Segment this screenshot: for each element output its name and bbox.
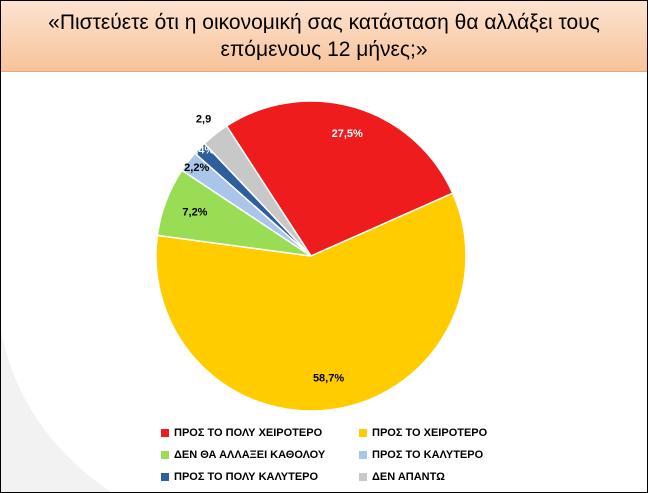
legend-swatch	[161, 473, 169, 481]
legend-swatch	[161, 451, 169, 459]
data-label: 7,2%	[182, 206, 207, 218]
data-label: 27,5%	[332, 128, 363, 140]
data-label: 58,7%	[313, 373, 344, 385]
pie-slice	[155, 192, 467, 412]
legend-label: ΠΡΟΣ ΤΟ ΧΕΙΡΟΤΕΡΟ	[372, 427, 488, 439]
legend-label: ΠΡΟΣ ΤΟ ΠΟΛΥ ΧΕΙΡΟΤΕΡΟ	[174, 427, 323, 439]
data-label: 2,2%	[184, 162, 209, 174]
legend-label: ΔΕΝ ΘΑ ΑΛΛΑΞΕΙ ΚΑΘΟΛΟΥ	[174, 449, 326, 461]
background-curve	[1, 331, 111, 492]
legend-swatch	[359, 473, 367, 481]
legend-swatch	[359, 451, 367, 459]
legend-label: ΠΡΟΣ ΤΟ ΚΑΛΥΤΕΡΟ	[372, 449, 484, 461]
legend-swatch	[359, 429, 367, 437]
pie-slice	[203, 124, 312, 257]
legend-label: ΠΡΟΣ ΤΟ ΠΟΛΥ ΚΑΛΥΤΕΡΟ	[174, 471, 319, 483]
legend-swatch	[161, 429, 169, 437]
pie-slice	[225, 100, 454, 257]
chart-title: «Πιστεύετε ότι η οικονομική σας κατάστασ…	[48, 11, 600, 61]
legend-label: ΔΕΝ ΑΠΑΝΤΩ	[372, 471, 445, 483]
data-label: 2,9	[196, 114, 211, 126]
header: «Πιστεύετε ότι η οικονομική σας κατάστασ…	[1, 1, 647, 72]
